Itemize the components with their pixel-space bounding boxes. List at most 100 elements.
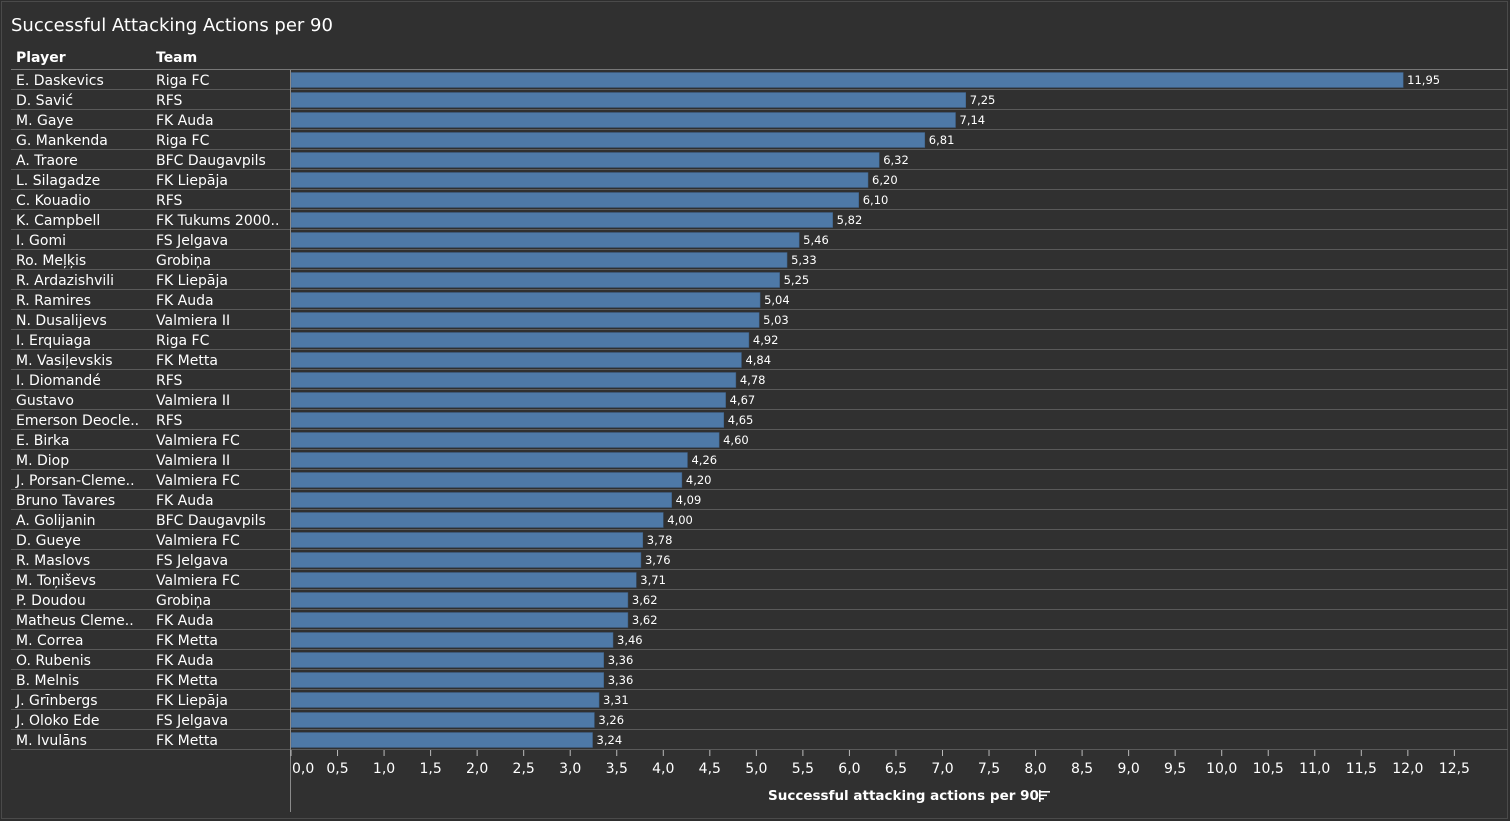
- bar-value-label: 3,71: [640, 573, 666, 587]
- bar-value-label: 6,81: [929, 133, 955, 147]
- player-name: J. Grīnbergs: [15, 693, 98, 709]
- player-name: I. Diomandé: [16, 373, 101, 389]
- x-tick-label: 7,5: [978, 761, 1000, 777]
- team-name: FK Metta: [156, 633, 218, 649]
- bar-value-label: 3,26: [598, 713, 624, 727]
- bar: [290, 312, 760, 328]
- team-column-header[interactable]: Team: [156, 50, 198, 66]
- bar-value-label: 4,67: [730, 393, 756, 407]
- bar: [290, 592, 629, 608]
- player-name: C. Kouadio: [16, 193, 91, 209]
- player-column-header[interactable]: Player: [16, 50, 66, 66]
- x-tick-label: 6,5: [885, 761, 907, 777]
- team-name: Valmiera FC: [156, 533, 240, 549]
- bar: [290, 492, 672, 508]
- bar: [290, 412, 725, 428]
- chart-title: Successful Attacking Actions per 90: [11, 15, 333, 36]
- team-name: FK Metta: [156, 673, 218, 689]
- team-name: RFS: [156, 373, 183, 389]
- bar-value-label: 4,20: [686, 473, 712, 487]
- bar: [290, 332, 750, 348]
- bar-value-label: 4,09: [676, 493, 702, 507]
- bar: [290, 372, 737, 388]
- team-name: FK Auda: [156, 493, 214, 509]
- x-tick-label: 10,5: [1253, 761, 1284, 777]
- bar: [290, 252, 788, 268]
- team-name: Grobiņa: [156, 253, 211, 269]
- sort-descending-icon[interactable]: [1039, 790, 1051, 802]
- bar-value-label: 5,82: [837, 213, 863, 227]
- player-name: G. Mankenda: [16, 133, 108, 149]
- bar: [290, 232, 800, 248]
- bar-value-label: 6,10: [863, 193, 889, 207]
- team-name: FK Metta: [156, 733, 218, 749]
- x-tick-label: 2,0: [466, 761, 488, 777]
- bar-value-label: 4,84: [745, 353, 771, 367]
- bar: [290, 272, 780, 288]
- team-name: Valmiera II: [156, 313, 230, 329]
- bar-value-label: 3,78: [647, 533, 673, 547]
- bar-value-label: 4,26: [691, 453, 717, 467]
- bar: [290, 612, 629, 628]
- bar: [290, 632, 614, 648]
- bar-value-label: 3,62: [632, 593, 658, 607]
- team-name: Valmiera II: [156, 453, 230, 469]
- bar: [290, 352, 742, 368]
- player-name: D. Savić: [16, 93, 73, 109]
- player-name: J. Porsan-Cleme..: [15, 473, 135, 489]
- player-name: M. Gaye: [16, 113, 73, 129]
- bar: [290, 652, 604, 668]
- bar: [290, 432, 720, 448]
- bar: [290, 292, 761, 308]
- team-name: FS Jelgava: [156, 233, 228, 249]
- team-name: Grobiņa: [156, 593, 211, 609]
- team-name: FK Auda: [156, 293, 214, 309]
- player-name: M. Diop: [16, 453, 69, 469]
- team-name: Riga FC: [156, 73, 210, 89]
- x-tick-label: 3,5: [606, 761, 628, 777]
- player-name: Emerson Deocle..: [16, 413, 139, 429]
- x-tick-label: 11,5: [1346, 761, 1377, 777]
- team-name: FK Auda: [156, 613, 214, 629]
- player-name: R. Ramires: [16, 293, 91, 309]
- bar-value-label: 3,46: [617, 633, 643, 647]
- player-name: I. Gomi: [16, 233, 66, 249]
- team-name: FK Liepāja: [156, 693, 228, 709]
- x-tick-label: 1,0: [373, 761, 395, 777]
- bar: [290, 532, 644, 548]
- team-name: Riga FC: [156, 333, 210, 349]
- bar-value-label: 4,65: [728, 413, 754, 427]
- team-name: Valmiera FC: [156, 473, 240, 489]
- team-name: RFS: [156, 193, 183, 209]
- bar: [290, 152, 880, 168]
- bar: [290, 552, 642, 568]
- player-name: M. Correa: [16, 633, 83, 649]
- player-name: R. Ardazishvili: [16, 273, 114, 289]
- player-name: B. Melnis: [16, 673, 79, 689]
- team-name: Valmiera FC: [156, 573, 240, 589]
- bar: [290, 132, 926, 148]
- bar: [290, 92, 967, 108]
- bar-value-label: 5,46: [803, 233, 829, 247]
- bar: [290, 732, 593, 748]
- bar-value-label: 5,25: [784, 273, 810, 287]
- player-name: A. Golijanin: [16, 513, 96, 529]
- team-name: BFC Daugavpils: [156, 153, 266, 169]
- bar-value-label: 6,32: [883, 153, 909, 167]
- team-name: FK Liepāja: [156, 273, 228, 289]
- x-tick-label: 2,5: [513, 761, 535, 777]
- x-tick-label: 6,0: [838, 761, 860, 777]
- bar: [290, 72, 1404, 88]
- bar-value-label: 3,24: [597, 733, 623, 747]
- player-name: O. Rubenis: [16, 653, 91, 669]
- x-axis-title: Successful attacking actions per 90: [768, 788, 1039, 804]
- player-name: Ro. Meļķis: [16, 253, 86, 269]
- player-name: R. Maslovs: [16, 553, 90, 569]
- player-name: I. Erquiaga: [16, 333, 91, 349]
- x-tick-label: 10,0: [1206, 761, 1237, 777]
- x-tick-label: 12,5: [1439, 761, 1470, 777]
- x-tick-label: 12,0: [1392, 761, 1423, 777]
- x-tick-label: 0,0: [292, 761, 314, 777]
- bar: [290, 712, 595, 728]
